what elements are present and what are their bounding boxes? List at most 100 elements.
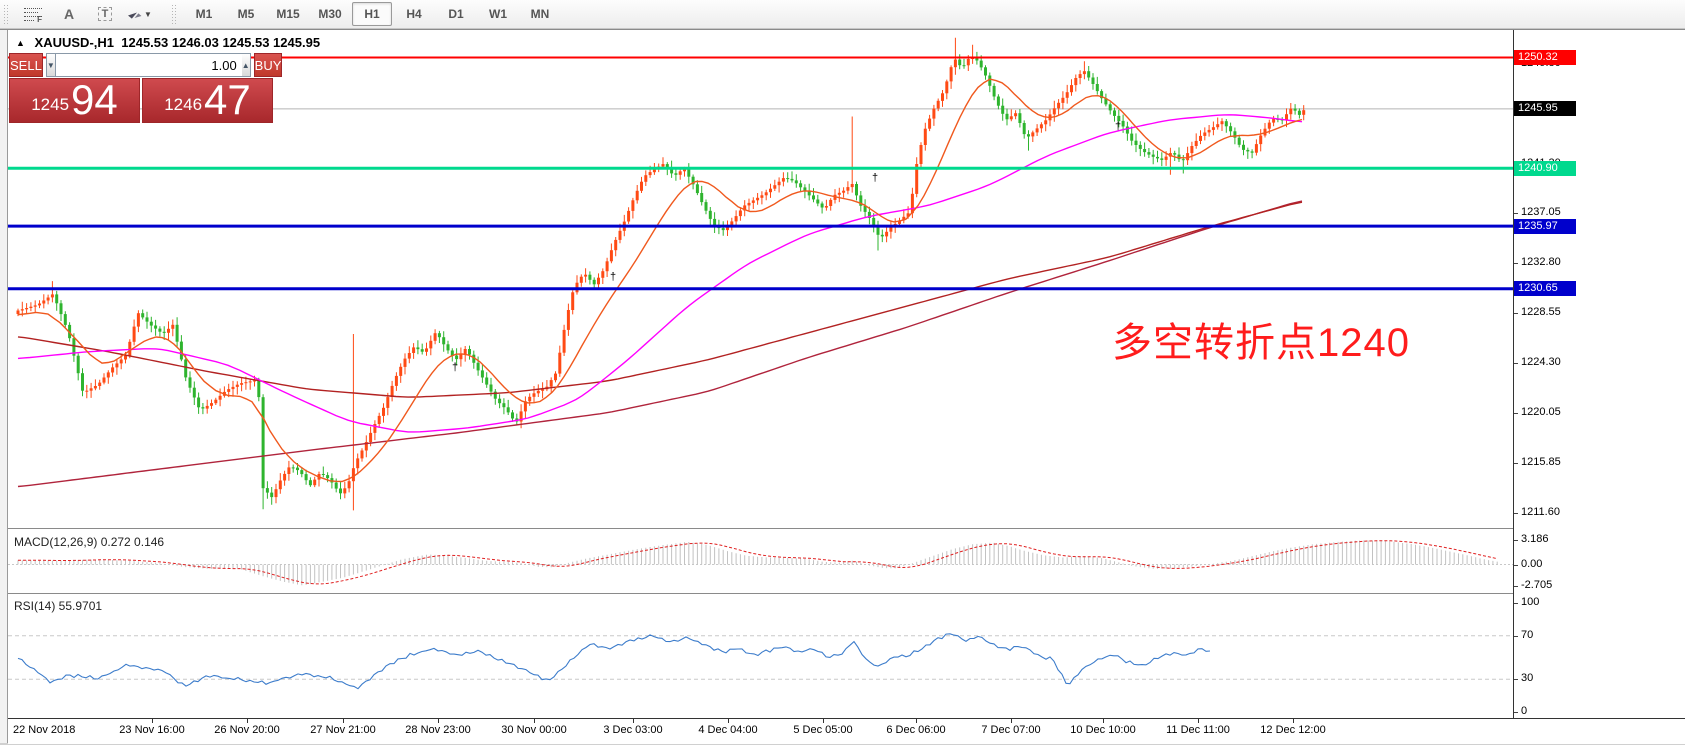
time-tick-mark: [916, 719, 917, 723]
time-axis-label: 23 Nov 16:00: [119, 724, 185, 736]
timeframe-button-M5[interactable]: M5: [237, 7, 255, 21]
timeframe-button-W1[interactable]: W1: [489, 7, 507, 21]
time-tick-mark: [1293, 719, 1294, 723]
chart-text-annotation: 多空转折点1240: [1112, 321, 1410, 365]
chevron-down-icon: ▼: [144, 9, 152, 19]
macd-indicator-label: MACD(12,26,9) 0.272 0.146: [14, 535, 165, 549]
chart-marker[interactable]: †: [1115, 120, 1121, 132]
fibonacci-retracement-icon: F: [24, 7, 42, 24]
sell-price-box[interactable]: 1245 94: [9, 78, 140, 123]
axis-tick-mark: [1514, 679, 1518, 680]
macd-panel-canvas[interactable]: [8, 531, 1513, 591]
fibonacci-retracement-button[interactable]: F: [16, 2, 50, 26]
price-tick-label: 100: [1521, 596, 1540, 608]
symbol-header: ▲ XAUUSD-,H1 1245.53 1246.03 1245.53 124…: [16, 35, 320, 50]
time-tick-mark: [823, 719, 824, 723]
text-box-button[interactable]: T: [88, 2, 122, 26]
time-axis-label: 30 Nov 00:00: [501, 724, 567, 736]
time-axis-label: 3 Dec 03:00: [603, 724, 663, 736]
time-tick-mark: [1103, 719, 1104, 723]
axis-tick-mark: [1514, 603, 1518, 604]
axis-tick-mark: [1514, 565, 1518, 566]
price-tick-label: 1215.85: [1521, 456, 1561, 468]
time-axis[interactable]: 22 Nov 2018 23 Nov 16:00 26 Nov 20:00 27 No…: [8, 718, 1685, 744]
time-axis-label: 10 Dec 10:00: [1070, 724, 1136, 736]
main-chart-canvas[interactable]: † † † †: [8, 33, 1513, 528]
ma-fast-line: [17, 78, 1303, 483]
ma-slow-line: [17, 200, 1303, 488]
window-left-edge: [0, 30, 8, 743]
symbol-ohlc-values: 1245.53 1246.03 1245.53 1245.95: [121, 35, 321, 50]
time-tick-mark: [1011, 719, 1012, 723]
price-axis[interactable]: 1249.801245.551241.301237.051232.801228.…: [1513, 30, 1685, 720]
timeframe-toolbar: M1 M5 M15 M30 H1 H4 D1 W1 MN: [183, 2, 561, 26]
timeframe-button-H1[interactable]: H1: [352, 2, 392, 26]
sell-button[interactable]: SELL: [9, 53, 43, 77]
time-axis-label: 7 Dec 07:00: [981, 724, 1041, 736]
rsi-panel-canvas[interactable]: [8, 596, 1513, 718]
buy-button[interactable]: BUY: [253, 53, 283, 77]
chart-marker[interactable]: †: [872, 172, 878, 184]
time-tick-mark: [247, 719, 248, 723]
timeframe-button-M30[interactable]: M30: [318, 7, 342, 21]
timeframe-button-H4[interactable]: H4: [406, 7, 422, 21]
arrow-down-icon: [134, 13, 142, 21]
price-level-badge: 1240.90: [1514, 161, 1576, 176]
price-tick-label: 30: [1521, 672, 1534, 684]
axis-tick-mark: [1514, 712, 1518, 713]
time-axis-label: 4 Dec 04:00: [698, 724, 758, 736]
time-axis-label: 11 Dec 11:00: [1166, 724, 1230, 736]
price-tick-label: 1224.30: [1521, 356, 1561, 368]
price-level-badge: 1245.95: [1514, 101, 1576, 116]
volume-input[interactable]: [55, 53, 242, 77]
arrows-dropdown-button[interactable]: ▼: [124, 2, 158, 26]
axis-tick-mark: [1514, 363, 1518, 364]
rsi-indicator-label: RSI(14) 55.9701: [14, 599, 103, 613]
price-tick-label: 1237.05: [1521, 206, 1561, 218]
price-level-badge: 1250.32: [1514, 50, 1576, 65]
price-level-badge: 1235.97: [1514, 219, 1576, 234]
axis-tick-mark: [1514, 263, 1518, 264]
text-label-button[interactable]: A: [52, 2, 86, 26]
timeframe-button-MN[interactable]: MN: [530, 7, 550, 21]
axis-tick-mark: [1514, 413, 1518, 414]
text-box-icon: T: [97, 7, 113, 21]
price-tick-label: 1220.05: [1521, 406, 1561, 418]
panel-divider[interactable]: [8, 593, 1685, 597]
chart-marker[interactable]: †: [610, 271, 616, 283]
time-axis-label: 28 Nov 23:00: [405, 724, 471, 736]
timeframe-button-D1[interactable]: D1: [448, 7, 464, 21]
price-tick-label: 3.186: [1521, 533, 1549, 545]
price-tick-label: 70: [1521, 629, 1534, 641]
timeframe-button-M15[interactable]: M15: [276, 7, 300, 21]
timeframe-button-M1[interactable]: M1: [195, 7, 213, 21]
candlesticks: [16, 58, 1306, 498]
time-tick-mark: [1198, 719, 1199, 723]
time-tick-mark: [534, 719, 535, 723]
chart-marker[interactable]: †: [452, 361, 458, 373]
time-axis-label: 5 Dec 05:00: [793, 724, 853, 736]
axis-tick-mark: [1514, 463, 1518, 464]
toolbar-grip[interactable]: [171, 4, 177, 24]
volume-decrease-button[interactable]: ▼: [45, 53, 56, 77]
panel-divider[interactable]: [8, 528, 1685, 532]
time-axis-label: 26 Nov 20:00: [214, 724, 280, 736]
time-axis-label: 27 Nov 21:00: [310, 724, 376, 736]
time-axis-label: 6 Dec 06:00: [886, 724, 946, 736]
ma-medium-line: [17, 114, 1303, 433]
buy-price-box[interactable]: 1246 47: [142, 78, 273, 123]
price-tick-label: 1232.80: [1521, 256, 1561, 268]
chart-window: [0, 29, 1685, 745]
price-tick-label: 0: [1521, 705, 1528, 717]
panel-collapse-icon[interactable]: ▲: [16, 38, 25, 48]
time-axis-label: 12 Dec 12:00: [1260, 724, 1326, 736]
ma-extra-line: [17, 201, 1303, 398]
toolbar: F A T ▼ M1 M5 M15 M30 H1 H4 D1 W1 MN: [0, 0, 1685, 29]
price-tick-label: 1211.60: [1521, 506, 1560, 518]
buy-price-pips: 47: [204, 76, 251, 123]
volume-increase-button[interactable]: ▲: [241, 53, 251, 77]
text-label-icon: A: [63, 6, 75, 22]
axis-tick-mark: [1514, 513, 1518, 514]
toolbar-grip[interactable]: [3, 4, 9, 24]
